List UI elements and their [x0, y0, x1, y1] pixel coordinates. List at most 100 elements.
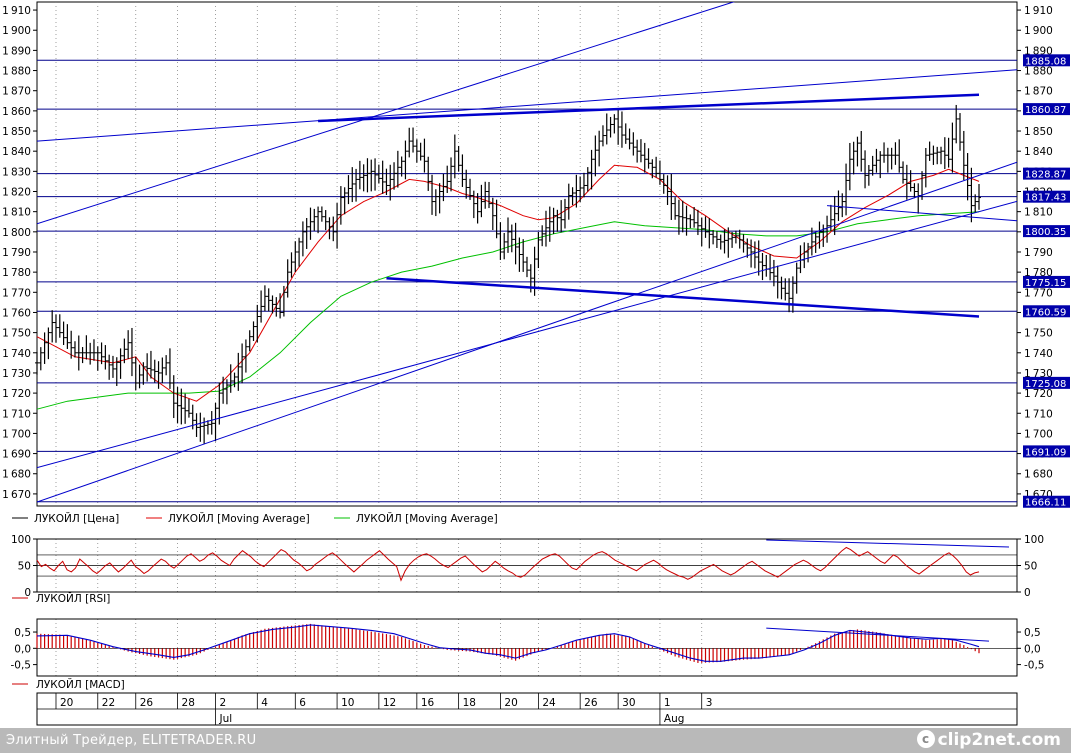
price-ytick-label-right: 1 850: [1024, 126, 1053, 138]
xaxis-day-label: 20: [504, 697, 517, 709]
price-ytick-label-left: 1 670: [2, 489, 31, 501]
price-ytick-label-right: 1 740: [1024, 348, 1053, 360]
clip2net-logo-icon: c: [916, 730, 935, 748]
price-level-badge: [1023, 445, 1070, 458]
xaxis-day-label: 2: [220, 697, 227, 709]
legend-label: ЛУКОЙЛ [Цена]: [34, 512, 119, 525]
legend-label: ЛУКОЙЛ [Moving Average]: [356, 512, 498, 525]
price-ytick-label-left: 1 680: [2, 469, 31, 481]
xaxis-day-label: 20: [60, 697, 73, 709]
rsi-legend-label: ЛУКОЙЛ [RSI]: [36, 592, 110, 605]
xaxis-day-label: 18: [463, 697, 476, 709]
xaxis-day-label: 3: [706, 697, 713, 709]
price-ytick-label-left: 1 850: [2, 126, 31, 138]
price-ytick-label-left: 1 690: [2, 449, 31, 461]
footer-bar: Элитный Трейдер, ELITETRADER.RU c clip2ne…: [0, 728, 1071, 753]
xaxis-day-label: 4: [261, 697, 268, 709]
price-level-badge-label: 1800.35: [1025, 227, 1066, 238]
macd-ytick-label-right: 0,5: [1024, 627, 1041, 639]
ma-red-line: [36, 164, 980, 402]
price-ytick-label-left: 1 720: [2, 388, 31, 400]
trend-line: [827, 205, 1017, 222]
rsi-ytick-label-left: 50: [18, 561, 31, 573]
xaxis-day-label: 12: [383, 697, 396, 709]
legend-label: ЛУКОЙЛ [Moving Average]: [168, 512, 310, 525]
rsi-ytick-label-right: 50: [1024, 561, 1037, 573]
price-ytick-label-left: 1 860: [2, 106, 31, 118]
price-ytick-label-left: 1 800: [2, 227, 31, 239]
price-ytick-label-right: 1 880: [1024, 66, 1053, 78]
price-ytick-label-left: 1 830: [2, 166, 31, 178]
price-level-badge: [1023, 103, 1070, 116]
price-level-badge-label: 1817.43: [1025, 193, 1066, 204]
price-level-badge: [1023, 54, 1070, 67]
price-ytick-label-right: 1 710: [1024, 408, 1053, 420]
price-panel-frame: [36, 1, 1018, 507]
price-level-badge: [1023, 376, 1070, 389]
trendlines: [37, 2, 1017, 503]
price-level-badge-label: 1760.59: [1025, 307, 1066, 318]
price-ytick-label-left: 1 910: [2, 5, 31, 17]
macd-trend-line: [766, 627, 990, 642]
price-ytick-label-right: 1 840: [1024, 146, 1053, 158]
price-level-badge: [1023, 275, 1070, 288]
xaxis-day-label: 22: [102, 697, 115, 709]
rsi-ytick-label-left: 100: [11, 534, 31, 546]
price-ytick-label-left: 1 880: [2, 66, 31, 78]
price-ytick-label-left: 1 770: [2, 287, 31, 299]
xaxis-day-label: 24: [542, 697, 556, 709]
price-level-badge: [1023, 495, 1070, 508]
xaxis-day-label: 30: [622, 697, 635, 709]
price-level-badge-label: 1691.09: [1025, 447, 1066, 458]
price-ytick-label-left: 1 760: [2, 307, 31, 319]
price-ytick-label-right: 1 680: [1024, 469, 1053, 481]
price-ytick-label-left: 1 870: [2, 86, 31, 98]
price-ytick-label-right: 1 700: [1024, 428, 1053, 440]
macd-ytick-label-right: -0,5: [1024, 660, 1045, 672]
macd-ytick-label-right: 0,0: [1024, 643, 1041, 655]
price-level-badge-label: 1828.87: [1025, 170, 1066, 181]
macd-ytick-label-left: 0,5: [14, 627, 31, 639]
chart-background: [0, 0, 1071, 728]
xaxis-day-label: 26: [140, 697, 154, 709]
rsi-line: [36, 546, 980, 582]
xaxis-month-label: Jul: [219, 713, 233, 725]
price-ytick-label-left: 1 810: [2, 207, 31, 219]
footer-clip2net-text: clip2net.com: [937, 730, 1061, 750]
price-ytick-label-left: 1 730: [2, 368, 31, 380]
price-level-badge-label: 1885.08: [1025, 56, 1066, 67]
trend-line: [37, 200, 1017, 469]
trend-line: [37, 161, 1017, 503]
price-ytick-label-left: 1 700: [2, 428, 31, 440]
price-ytick-label-left: 1 900: [2, 25, 31, 37]
xaxis-day-label: 1: [664, 697, 671, 709]
price-ytick-label-right: 1 790: [1024, 247, 1053, 259]
rsi-ytick-label-right: 0: [1024, 587, 1031, 599]
trend-line: [318, 93, 980, 123]
xaxis-day-label: 16: [421, 697, 435, 709]
price-ytick-label-left: 1 750: [2, 328, 31, 340]
price-ytick-label-right: 1 720: [1024, 388, 1053, 400]
price-ytick-label-right: 1 810: [1024, 207, 1053, 219]
price-level-badge-label: 1725.08: [1025, 379, 1066, 390]
price-ytick-label-right: 1 900: [1024, 25, 1053, 37]
price-level-badge: [1023, 190, 1070, 203]
price-ytick-label-left: 1 740: [2, 348, 31, 360]
price-ytick-label-left: 1 890: [2, 45, 31, 57]
footer-clip2net: c clip2net.com: [916, 730, 1061, 750]
price-level-badge: [1023, 305, 1070, 318]
xaxis-day-label: 26: [584, 697, 598, 709]
macd-ytick-label-left: 0,0: [14, 643, 31, 655]
trend-line: [386, 276, 980, 318]
price-ytick-label-left: 1 820: [2, 187, 31, 199]
price-level-badge: [1023, 225, 1070, 238]
price-level-badge: [1023, 167, 1070, 180]
xaxis-day-label: 10: [341, 697, 354, 709]
price-ytick-label-right: 1 750: [1024, 328, 1053, 340]
price-ytick-label-right: 1 910: [1024, 5, 1053, 17]
price-ytick-label-left: 1 780: [2, 267, 31, 279]
price-level-badge-label: 1775.15: [1025, 278, 1066, 289]
macd-histogram: [36, 623, 980, 663]
